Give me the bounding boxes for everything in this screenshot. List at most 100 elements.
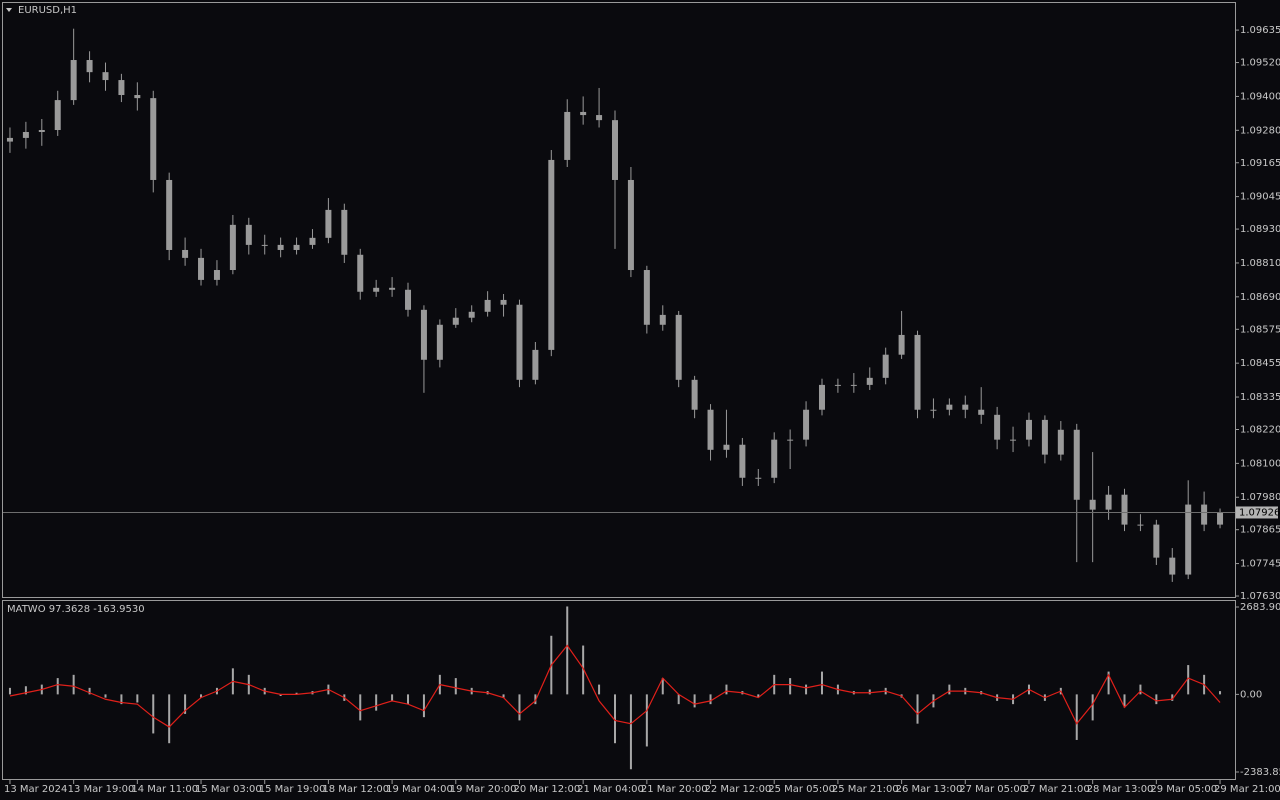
x-tick-label: 25 Mar 05:00 [768,784,835,795]
histogram-bar [598,684,601,695]
histogram-bar [24,686,27,695]
histogram-bar [820,671,823,695]
candle-body [436,324,443,360]
candle-body [150,98,157,180]
chart-title: EURUSD,H1 [18,5,77,16]
y-tick-label: 1.09400 [1240,91,1280,102]
candle-body [675,314,682,380]
x-tick-label: 29 Mar 05:00 [1150,784,1217,795]
candle-body [771,439,778,478]
histogram-bar [614,694,616,744]
menu-arrow[interactable] [6,8,12,12]
y-tick-label: 1.08690 [1240,292,1280,303]
candle-body [102,72,109,81]
candle-body [389,287,396,290]
y-tick-label: 1.07865 [1240,525,1280,536]
candle-body [930,409,937,411]
x-tick-label: 21 Mar 20:00 [641,784,708,795]
histogram-bar [200,694,203,698]
candle-body [70,60,77,101]
histogram-bar [1123,694,1126,708]
candle-body [1073,429,1080,500]
candle-body [882,354,889,378]
candle-body [118,80,125,96]
histogram-bar [168,694,171,744]
y-tick-label: 1.07630 [1240,591,1280,602]
candle-body [1121,494,1128,525]
candle-body [962,404,969,410]
candle-body [818,384,825,410]
candle-body [834,384,841,386]
y-tick-label: 1.09280 [1240,125,1280,136]
candle-body [627,179,634,271]
y-tick-label: 2683.9052 [1240,602,1280,613]
candle-body [914,334,921,410]
histogram-bar [1155,694,1158,705]
candle-body [405,289,412,310]
histogram-bar [709,694,712,705]
histogram-bar [1075,694,1078,740]
candle-body [1185,504,1192,575]
histogram-bar [279,694,282,697]
histogram-bar [1091,694,1094,721]
candle-body [134,95,141,99]
y-tick-label: 1.08220 [1240,424,1280,435]
y-tick-label: 1.07745 [1240,559,1280,570]
histogram-bar [916,694,919,724]
histogram-bar [725,684,728,695]
y-tick-label: 1.08575 [1240,324,1280,335]
candle-body [6,137,13,142]
candle-body [787,439,794,441]
histogram-bar [391,694,394,701]
histogram-bar [120,694,123,705]
candle-body [1201,504,1208,525]
histogram-bar [295,692,298,695]
signal-line [9,644,1221,728]
y-tick-label: 0.00 [1240,689,1262,700]
histogram-bar [88,687,91,695]
histogram-bar [1139,684,1142,695]
candle-body [803,409,810,440]
x-tick-label: 25 Mar 21:00 [832,784,899,795]
histogram-bar [948,684,951,695]
candle-body [420,309,427,360]
candle-body [293,244,300,250]
x-tick-label: 18 Mar 12:00 [322,784,389,795]
y-tick-label: 1.08810 [1240,258,1280,269]
histogram-bar [1219,691,1222,695]
candle-body [213,270,220,280]
x-tick-label: 27 Mar 21:00 [1023,784,1090,795]
candle-body [1105,494,1112,510]
histogram-bar [72,674,75,695]
histogram-bar [422,694,425,718]
candle-body [643,270,650,325]
histogram-bar [136,694,139,703]
x-tick-label: 21 Mar 04:00 [577,784,644,795]
histogram-bar [8,687,11,695]
candle-body [1153,524,1160,558]
current-price-box [1236,506,1278,519]
histogram-bar [677,694,680,705]
candle-body [691,379,698,410]
histogram-bar [661,678,664,695]
candle-body [659,314,666,325]
histogram-bar [757,694,760,698]
x-tick-label: 15 Mar 19:00 [259,784,326,795]
histogram-bar [359,694,362,721]
candle-body [850,384,857,386]
histogram-bar [582,645,585,695]
candle-body [612,120,618,180]
candle-body [22,131,29,138]
candle-body [229,224,236,271]
histogram-bar [805,684,808,695]
x-tick-label: 13 Mar 2024 [4,784,67,795]
candle-body [898,334,905,355]
candle-body [54,100,61,131]
candle-body [325,209,332,238]
histogram-bar [502,694,505,698]
candle-body [755,477,762,479]
y-tick-label: 1.08930 [1240,224,1280,235]
current-price-label: 1.07926 [1239,507,1280,518]
candle-body [468,311,475,318]
candle-body [373,287,380,292]
